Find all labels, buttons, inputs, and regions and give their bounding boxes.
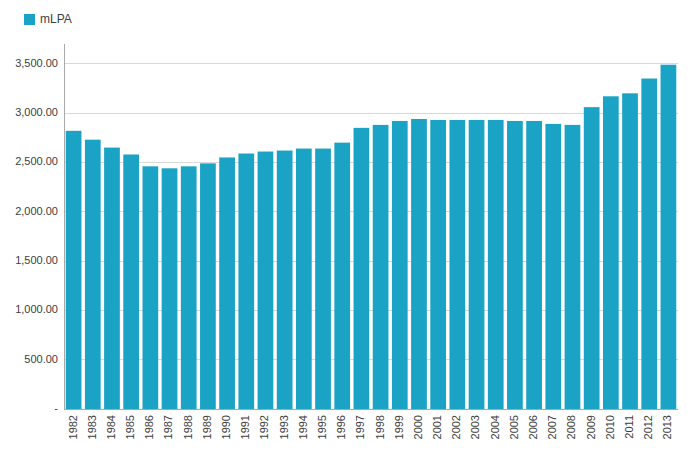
bar [641,79,657,409]
x-tick-label: 2011 [623,415,635,439]
y-tick-label: 2,500.00 [15,155,58,167]
y-tick-label: - [54,402,58,414]
bar [162,168,178,409]
bar [545,124,561,409]
bar [622,93,638,409]
x-tick-label: 2003 [469,415,481,439]
bar [334,143,350,409]
x-tick-label: 2006 [527,415,539,439]
y-tick-label: 1,500.00 [15,254,58,266]
x-tick-label: 1989 [201,415,213,439]
x-tick-label: 2008 [565,415,577,439]
bar [488,120,504,409]
y-axis-line [64,44,65,409]
x-tick-label: 1996 [335,415,347,439]
bar [430,120,446,409]
bar [181,166,197,409]
x-tick-label: 1993 [278,415,290,439]
bar [507,121,523,409]
x-tick-label: 1983 [86,415,98,439]
x-tick-label: 1984 [105,415,117,439]
x-tick-label: 2012 [642,415,654,439]
bar [85,140,101,409]
bar [565,125,581,409]
x-tick-label: 2004 [489,415,501,439]
x-tick-label: 1990 [220,415,232,439]
x-axis: 1982 1983 1984 1985 1986 1987 1988 1989 1990 1991… [64,409,678,439]
bar [219,157,235,409]
x-tick-label: 1999 [393,415,405,439]
x-tick-label: 2001 [431,415,443,439]
bar [584,107,600,409]
x-tick-label: 2009 [585,415,597,439]
x-tick-label: 2002 [450,415,462,439]
x-axis-line [64,409,678,410]
x-tick-label: 1995 [316,415,328,439]
x-tick-label: 1992 [258,415,270,439]
grid-line [64,409,678,410]
bar [661,65,677,409]
grid-line [64,63,678,64]
bars [66,65,677,409]
x-tick-label: 1998 [374,415,386,439]
legend-label: mLPA [40,12,72,26]
bar [392,121,408,409]
x-tick-label: 1986 [143,415,155,439]
bar [277,151,293,409]
y-tick-label: 3,000.00 [15,106,58,118]
x-tick-label: 2013 [661,415,673,439]
x-tick-label: 1988 [182,415,194,439]
x-tick-label: 1985 [124,415,136,439]
bar [411,119,427,409]
y-tick-label: 2,000.00 [15,205,58,217]
bar [315,149,331,409]
y-tick-label: 1,000.00 [15,303,58,315]
y-axis: - 500.00 1,000.00 1,500.00 2,000.00 2,500.00 3… [15,44,64,414]
bar [238,154,254,410]
bar [373,125,389,409]
bar [258,152,274,409]
bar [142,166,158,409]
chart: - 500.00 1,000.00 1,500.00 2,000.00 2,500.00 3… [0,0,692,461]
bar [469,120,485,409]
bar [526,121,542,409]
x-tick-label: 1997 [354,415,366,439]
bar [449,120,465,409]
y-tick-label: 500.00 [24,353,58,365]
bar [104,148,120,409]
x-tick-label: 2000 [412,415,424,439]
bar [296,149,312,409]
x-tick-label: 1987 [162,415,174,439]
legend: mLPA [24,12,72,26]
x-tick-label: 2005 [508,415,520,439]
background [0,0,692,461]
y-tick-label: 3,500.00 [15,57,58,69]
bar [603,96,619,409]
x-tick-label: 1994 [297,415,309,439]
bar [123,154,139,409]
x-tick-label: 2007 [546,415,558,439]
legend-swatch [24,14,35,25]
bar [200,163,216,409]
x-tick-label: 2010 [604,415,616,439]
bar [66,131,82,409]
x-tick-label: 1982 [67,415,79,439]
x-tick-label: 1991 [239,415,251,439]
bar [354,128,370,409]
grid [64,64,678,409]
